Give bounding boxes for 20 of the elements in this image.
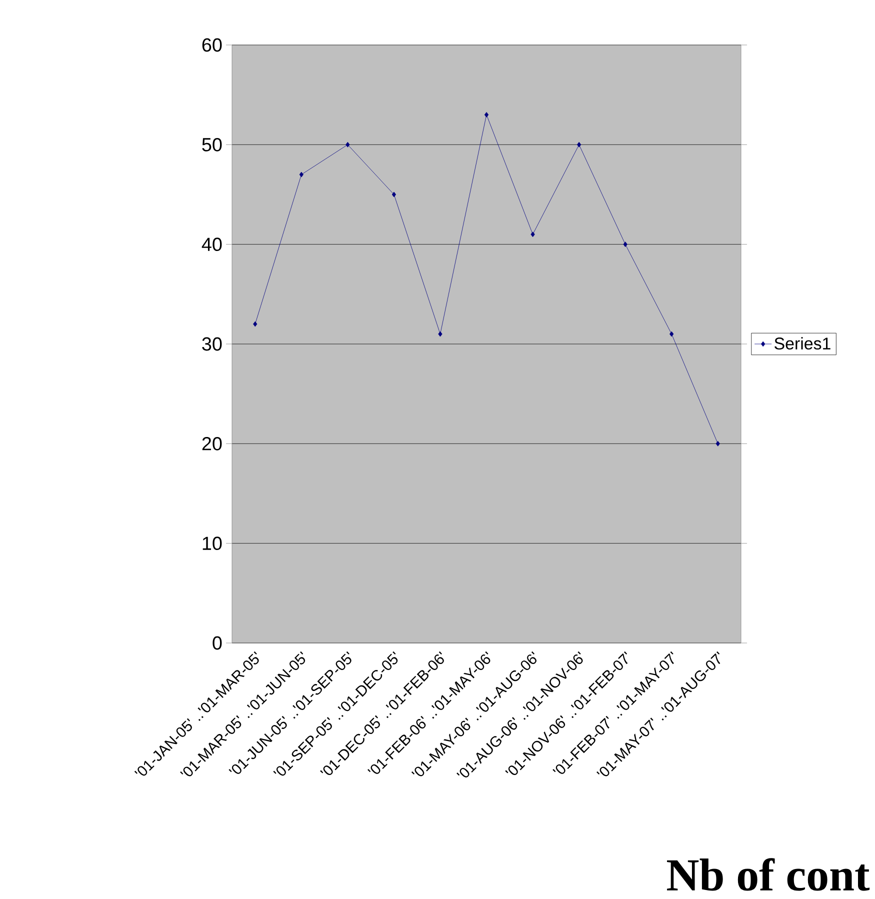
- point: [576, 142, 582, 148]
- y-tick-label: 0: [212, 636, 222, 650]
- y-tick-label: 30: [202, 337, 222, 351]
- point: [346, 142, 350, 148]
- point: [253, 321, 258, 327]
- text: Nb of cont: [666, 858, 870, 891]
- point: [438, 331, 442, 337]
- point: [670, 331, 674, 337]
- legend-label: Series1: [774, 337, 830, 350]
- y-tick-label: 20: [202, 436, 222, 450]
- point: [716, 440, 720, 446]
- point: [623, 242, 628, 248]
- point: [392, 192, 396, 198]
- y-tick-label: 10: [202, 536, 222, 550]
- point: [484, 112, 489, 118]
- y-tick-label: 50: [202, 138, 222, 152]
- y-tick-label: 40: [202, 238, 222, 252]
- point: [530, 232, 535, 238]
- point: [299, 172, 304, 178]
- y-tick-label: 60: [202, 38, 222, 52]
